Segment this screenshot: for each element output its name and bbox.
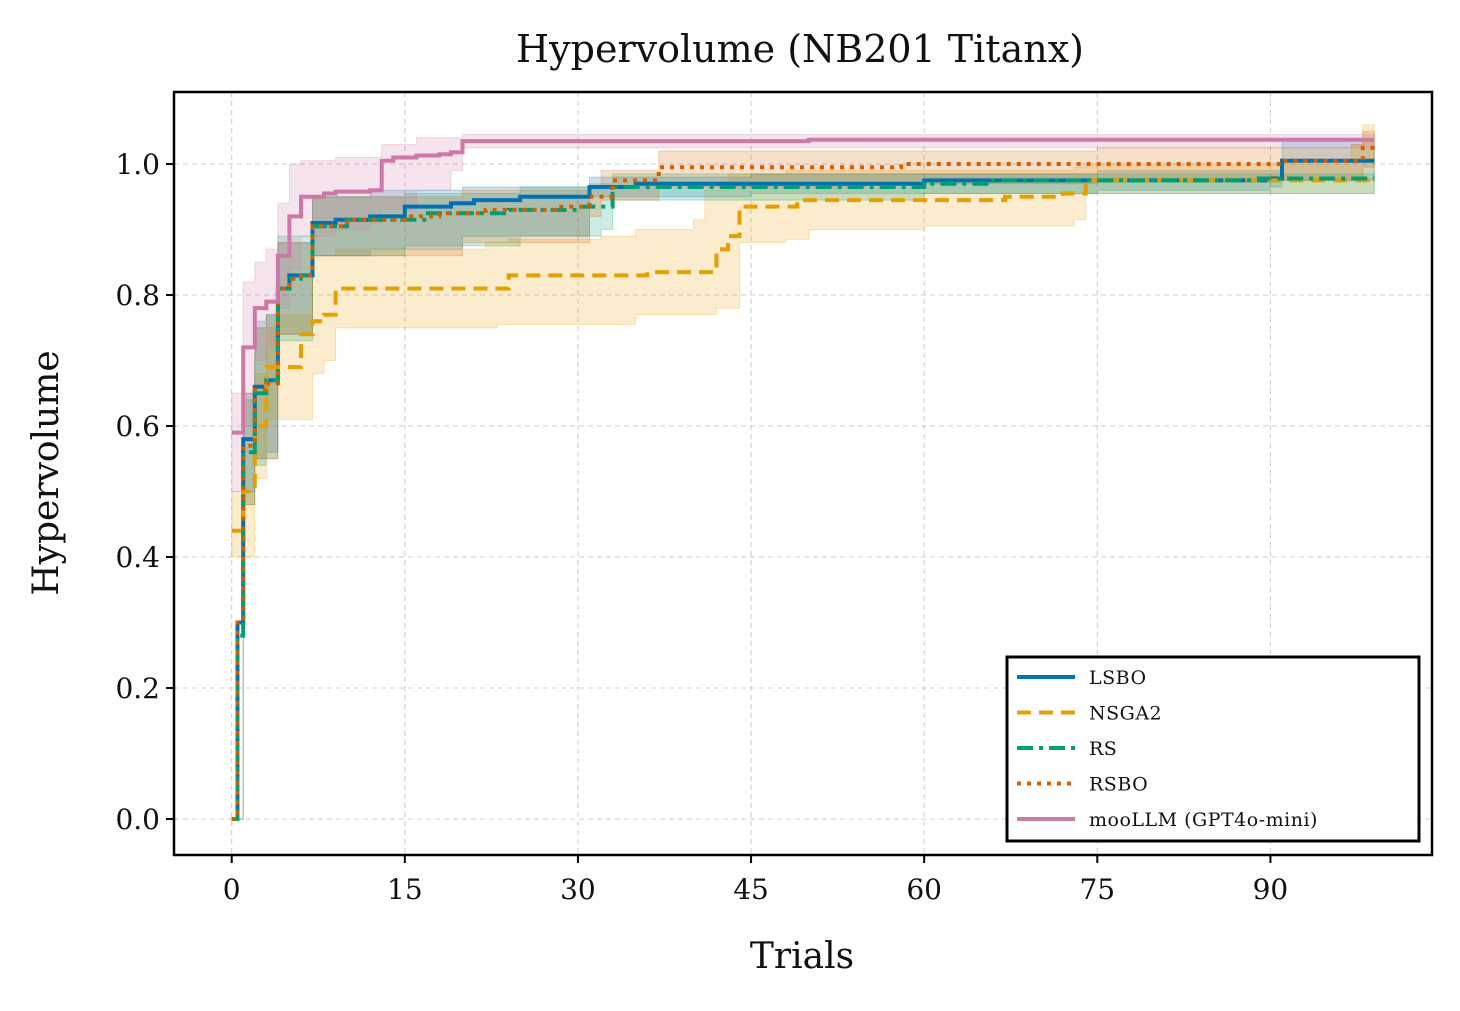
legend-label-2: RS: [1089, 738, 1117, 760]
series-line-4: [231, 137, 1375, 435]
y-axis-label: Hypervolume: [26, 350, 67, 595]
axis-ticks: 0 15 30 45 60 75 90 0.0 0.2 0.4 0.6 0.8 1.0: [115, 148, 1288, 906]
x-tick-label-2: 30: [560, 873, 596, 906]
legend-label-1: NSGA2: [1089, 703, 1162, 725]
series-lines: [231, 137, 1377, 821]
y-tick-label-2: 0.4: [115, 541, 160, 574]
y-tick-label-1: 0.2: [115, 672, 160, 705]
legend-label-3: RSBO: [1089, 774, 1148, 796]
series-line-1: [231, 177, 1377, 533]
chart-title: Hypervolume (NB201 Titanx): [516, 27, 1084, 71]
legend-box: [1005, 655, 1421, 843]
series-line-3: [231, 145, 1375, 821]
y-tick-label-4: 0.8: [115, 279, 160, 312]
x-axis-label: Trials: [750, 936, 854, 977]
y-tick-label-0: 0.0: [115, 803, 160, 836]
y-tick-label-5: 1.0: [115, 148, 160, 181]
x-tick-label-4: 60: [906, 873, 942, 906]
x-tick-label-1: 15: [387, 873, 423, 906]
x-tick-label-6: 90: [1253, 873, 1289, 906]
legend-label-4: mooLLM (GPT4o-mini): [1089, 809, 1318, 831]
legend-label-0: LSBO: [1089, 667, 1147, 689]
legend: LSBO NSGA2 RS RSBO mooLLM (GPT4o-mini): [1005, 655, 1421, 843]
y-tick-label-3: 0.6: [115, 410, 160, 443]
plot-frame: [172, 90, 1434, 857]
x-tick-label-3: 45: [733, 873, 769, 906]
x-tick-label-0: 0: [223, 873, 241, 906]
x-tick-label-5: 75: [1079, 873, 1115, 906]
